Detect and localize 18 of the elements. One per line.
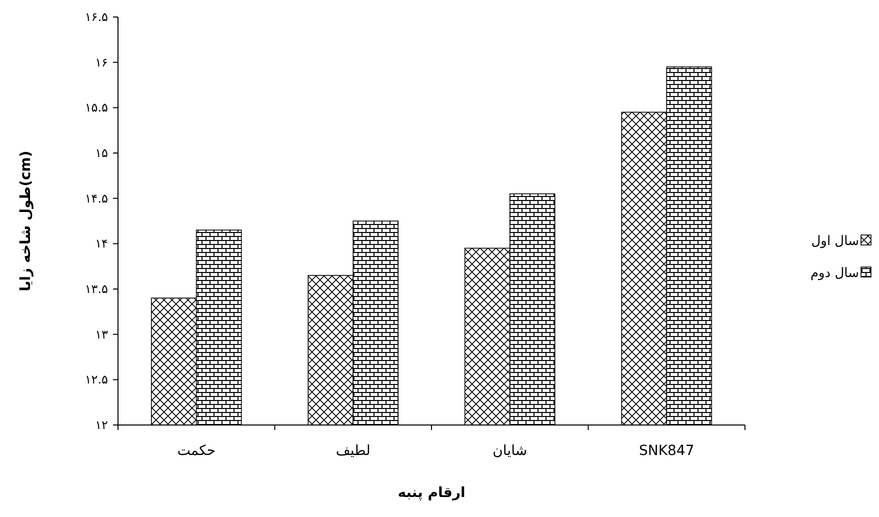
x-tick-label: SNK847 [638, 443, 694, 459]
y-tick-label: ۱۳.۵ [84, 282, 108, 296]
y-tick-label: ۱۴.۵ [84, 191, 108, 206]
y-axis-title: طول شاخه زایا(cm) [18, 150, 34, 292]
legend-label: سال اول [811, 234, 859, 249]
x-tick-label: لطیف [336, 443, 370, 459]
y-tick-label: ۱۲.۵ [84, 372, 108, 387]
x-tick-label: شایان [492, 443, 528, 459]
y-tick-label: ۱۴ [95, 236, 108, 251]
legend-label: سال دوم [810, 266, 859, 281]
x-tick-label: حکمت [177, 443, 216, 459]
y-tick-label: ۱۶.۵ [84, 10, 108, 24]
y-tick-label: ۱۳ [95, 327, 109, 342]
y-tick-label: ۱۵ [95, 146, 108, 160]
x-axis-title: ارقام پنبه [398, 485, 466, 501]
y-tick-label: ۱۵.۵ [84, 100, 108, 115]
y-tick-label: ۱۶ [95, 55, 108, 70]
y-tick-label: ۱۲ [95, 418, 108, 432]
